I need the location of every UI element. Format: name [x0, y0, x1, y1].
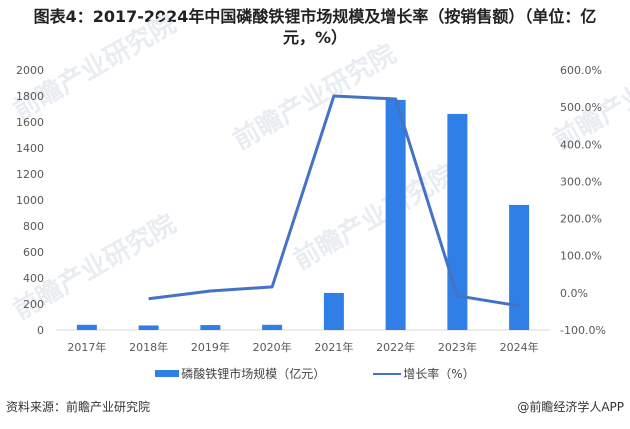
left-axis-tick: 200 [23, 298, 44, 311]
growth-rate-line [148, 94, 520, 308]
legend-item-market-size: 磷酸铁锂市场规模（亿元） [155, 365, 325, 382]
right-axis: -100.0% 0.0% 100.0% 200.0% 300.0% 400.0% 500.0… [560, 64, 606, 337]
chart-title-line2: 元，%） [282, 28, 348, 47]
bar [76, 324, 97, 330]
left-axis: 0 200 400 600 800 1000 1200 1400 1600 1800 2000 [16, 64, 44, 337]
x-axis: 2017年 2018年 2019年 2020年 2021年 2022年 2023年 2024年 [67, 340, 538, 354]
right-axis-tick: -100.0% [560, 324, 606, 337]
credit-note: @前瞻经济学人APP [517, 400, 624, 414]
left-axis-tick: 1800 [16, 90, 44, 103]
left-axis-tick: 1000 [16, 194, 44, 207]
bar [138, 325, 159, 330]
x-axis-tick: 2019年 [191, 340, 230, 354]
x-axis-tick: 2018年 [129, 340, 168, 354]
legend-item-growth-rate: 增长率（%） [373, 365, 475, 382]
legend: 磷酸铁锂市场规模（亿元） 增长率（%） [0, 365, 630, 382]
footer: 资料来源：前瞻产业研究院 @前瞻经济学人APP [6, 398, 624, 415]
right-axis-tick: 400.0% [560, 138, 602, 151]
x-axis-tick: 2020年 [253, 340, 292, 354]
source-note: 资料来源：前瞻产业研究院 [6, 400, 151, 414]
left-axis-tick: 2000 [16, 64, 44, 77]
left-axis-tick: 800 [23, 220, 44, 233]
bar [509, 204, 530, 330]
x-axis-tick: 2021年 [314, 340, 353, 354]
right-axis-tick: 0.0% [560, 287, 588, 300]
left-axis-tick: 400 [23, 272, 44, 285]
right-axis-tick: 500.0% [560, 101, 602, 114]
left-axis-tick: 600 [23, 246, 44, 259]
watermark-text: 前瞻产业研究院 [288, 158, 461, 276]
right-axis-tick: 200.0% [560, 213, 602, 226]
x-axis-tick: 2024年 [500, 340, 539, 354]
bar [323, 292, 344, 330]
x-axis-tick: 2017年 [67, 340, 106, 354]
right-axis-tick: 600.0% [560, 64, 602, 77]
left-axis-tick: 1200 [16, 168, 44, 181]
bar [385, 99, 406, 331]
x-axis-tick: 2022年 [376, 340, 415, 354]
chart-title: 图表4：2017-2024年中国磷酸铁锂市场规模及增长率（按销售额）（单位：亿 … [0, 6, 630, 48]
legend-label-growth-rate: 增长率（%） [403, 367, 475, 381]
left-axis-tick: 1600 [16, 116, 44, 129]
bar [262, 324, 283, 330]
x-axis-tick: 2023年 [438, 340, 477, 354]
right-axis-tick: 100.0% [560, 250, 602, 263]
right-axis-tick: 300.0% [560, 175, 602, 188]
left-axis-tick: 1400 [16, 142, 44, 155]
left-axis-tick: 0 [37, 324, 44, 337]
bar [200, 325, 221, 330]
chart-title-line1: 图表4：2017-2024年中国磷酸铁锂市场规模及增长率（按销售额）（单位：亿 [33, 7, 597, 26]
legend-label-market-size: 磷酸铁锂市场规模（亿元） [181, 367, 326, 381]
bar-swatch-icon [155, 370, 180, 377]
line-swatch-icon [373, 372, 402, 375]
